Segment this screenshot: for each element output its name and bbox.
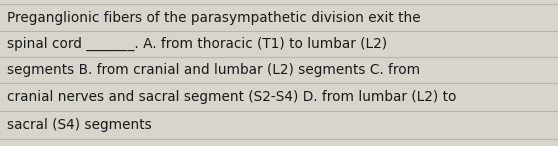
Text: spinal cord _______. A. from thoracic (T1) to lumbar (L2): spinal cord _______. A. from thoracic (T…	[7, 37, 387, 51]
Text: sacral (S4) segments: sacral (S4) segments	[7, 118, 152, 132]
Text: Preganglionic fibers of the parasympathetic division exit the: Preganglionic fibers of the parasympathe…	[7, 11, 421, 25]
Text: segments B. from cranial and lumbar (L2) segments C. from: segments B. from cranial and lumbar (L2)…	[7, 63, 420, 77]
Text: cranial nerves and sacral segment (S2-S4) D. from lumbar (L2) to: cranial nerves and sacral segment (S2-S4…	[7, 90, 456, 104]
